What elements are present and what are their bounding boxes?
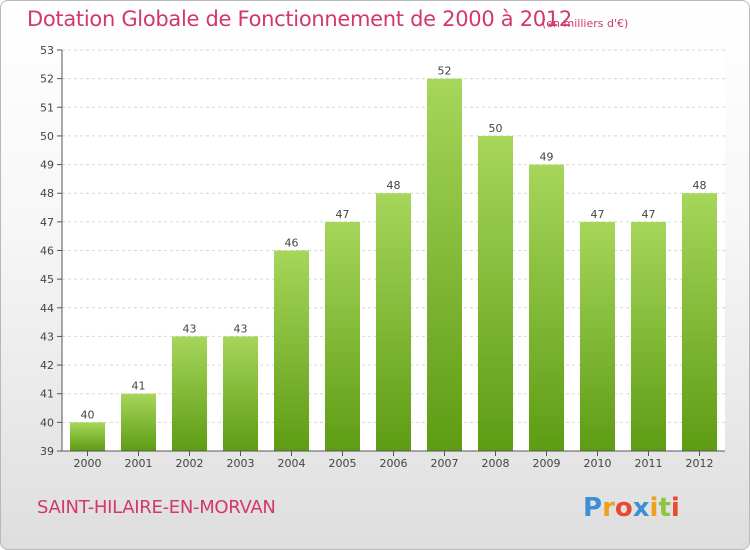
bar-2008 [478, 135, 513, 451]
bar-2012 [682, 193, 717, 451]
x-tick-labels: 2000 2001 2002 2003 2004 2005 2006 2007 2008 2009… [74, 457, 714, 470]
y-tick-label: 50 [40, 130, 54, 143]
data-label: 40 [81, 408, 95, 421]
x-tick-label: 2001 [125, 457, 153, 470]
bar-2007 [427, 78, 462, 452]
y-tick-label: 44 [40, 302, 54, 315]
y-tick-label: 46 [40, 245, 54, 258]
data-label: 43 [183, 322, 197, 335]
bar-2001 [121, 393, 156, 451]
x-tick-label: 2012 [686, 457, 714, 470]
bar-2010 [580, 221, 615, 451]
data-label: 49 [540, 151, 554, 164]
x-tick-label: 2000 [74, 457, 102, 470]
x-tick-label: 2010 [584, 457, 612, 470]
y-tick-label: 53 [40, 44, 54, 57]
data-label: 47 [336, 208, 350, 221]
y-tick-label: 40 [40, 416, 54, 429]
data-label: 52 [438, 65, 452, 78]
proxiti-logo: Proxiti [583, 493, 680, 523]
bar-2005 [325, 221, 360, 451]
x-tick-label: 2002 [176, 457, 204, 470]
bar-2000 [70, 422, 105, 451]
y-tick-label: 49 [40, 159, 54, 172]
y-tick-label: 45 [40, 273, 54, 286]
x-tick-label: 2004 [278, 457, 306, 470]
y-tick-label: 52 [40, 73, 54, 86]
data-label: 50 [489, 122, 503, 135]
x-tick-label: 2009 [533, 457, 561, 470]
data-label: 47 [642, 208, 656, 221]
y-tick-label: 48 [40, 187, 54, 200]
data-label: 47 [591, 208, 605, 221]
data-labels: 40 41 43 43 46 47 48 52 50 49 47 47 48 [81, 65, 707, 422]
x-tick-label: 2011 [635, 457, 663, 470]
bar-2011 [631, 221, 666, 451]
y-tick-label: 41 [40, 388, 54, 401]
bar-2002 [172, 336, 207, 451]
data-label: 41 [132, 380, 146, 393]
x-tick-label: 2006 [380, 457, 408, 470]
bars [70, 78, 717, 452]
y-tick-label: 42 [40, 359, 54, 372]
bar-2004 [274, 250, 309, 451]
y-tick-label: 39 [40, 445, 54, 458]
axes [61, 50, 725, 452]
chart-unit: (en milliers d'€) [542, 17, 629, 30]
data-label: 48 [693, 179, 707, 192]
y-tick-label: 43 [40, 330, 54, 343]
x-tick-label: 2007 [431, 457, 459, 470]
y-tick-label: 51 [40, 101, 54, 114]
logo-text: Proxiti [583, 493, 680, 523]
data-label: 43 [234, 322, 248, 335]
bar-2003 [223, 336, 258, 451]
data-label: 48 [387, 179, 401, 192]
x-tick-label: 2008 [482, 457, 510, 470]
chart-title: Dotation Globale de Fonctionnement de 20… [27, 7, 572, 31]
y-tick-label: 47 [40, 216, 54, 229]
bar-2006 [376, 193, 411, 451]
data-label: 46 [285, 237, 299, 250]
x-tick-label: 2003 [227, 457, 255, 470]
bar-2009 [529, 164, 564, 452]
y-tick-labels: 39 40 41 42 43 44 45 46 47 48 49 50 51 52 53 [40, 44, 54, 458]
commune-name: SAINT-HILAIRE-EN-MORVAN [37, 497, 276, 518]
x-tick-label: 2005 [329, 457, 357, 470]
